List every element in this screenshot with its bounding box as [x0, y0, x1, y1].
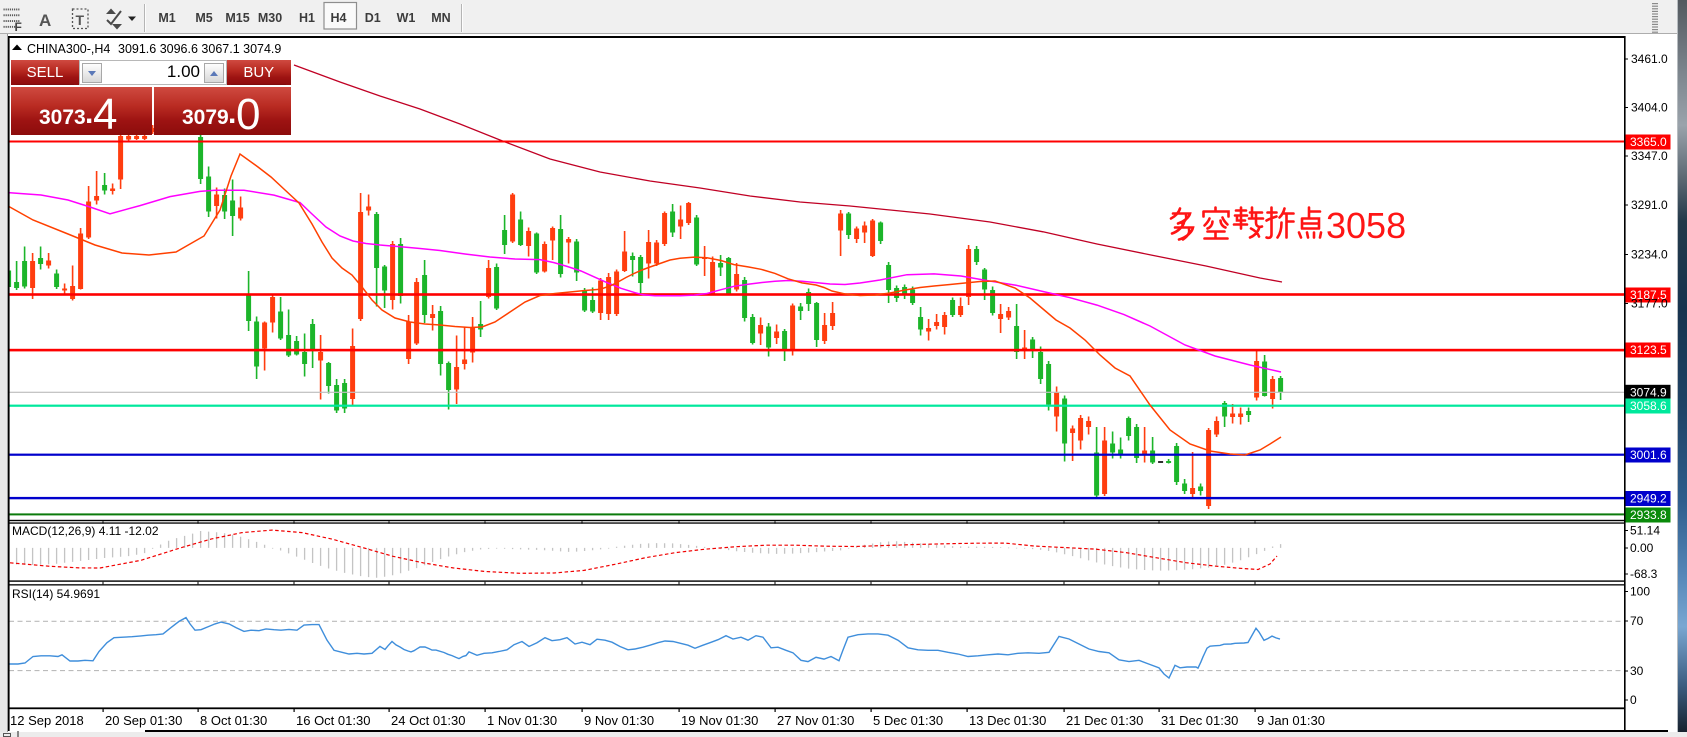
- svg-text:M5: M5: [195, 11, 212, 25]
- svg-text:13 Dec 01:30: 13 Dec 01:30: [969, 713, 1046, 728]
- svg-text:31 Dec 01:30: 31 Dec 01:30: [1161, 713, 1238, 728]
- svg-text:T: T: [76, 12, 85, 28]
- svg-text:3461.0: 3461.0: [1631, 52, 1668, 66]
- svg-text:20 Sep 01:30: 20 Sep 01:30: [105, 713, 182, 728]
- svg-text:MN: MN: [431, 11, 450, 25]
- svg-text:3001.6: 3001.6: [1630, 448, 1667, 462]
- svg-text:A: A: [39, 11, 51, 30]
- svg-text:3123.5: 3123.5: [1630, 343, 1667, 357]
- svg-text:2949.2: 2949.2: [1630, 492, 1667, 506]
- svg-text:3404.0: 3404.0: [1631, 101, 1668, 115]
- svg-text:M1: M1: [158, 11, 175, 25]
- svg-text:3074.9: 3074.9: [1630, 386, 1667, 400]
- svg-text:M30: M30: [258, 11, 282, 25]
- svg-text:16 Oct 01:30: 16 Oct 01:30: [296, 713, 370, 728]
- svg-text:70: 70: [1630, 614, 1644, 628]
- svg-text:3347.0: 3347.0: [1631, 149, 1668, 163]
- svg-text:MACD(12,26,9) 4.11 -12.02: MACD(12,26,9) 4.11 -12.02: [12, 524, 159, 538]
- svg-text:3091.6 3096.6 3067.1 3074.9: 3091.6 3096.6 3067.1 3074.9: [118, 42, 281, 56]
- svg-text:RSI(14) 54.9691: RSI(14) 54.9691: [12, 587, 100, 601]
- svg-text:3187.5: 3187.5: [1630, 288, 1667, 302]
- svg-text:19 Nov 01:30: 19 Nov 01:30: [681, 713, 758, 728]
- svg-text:2933.8: 2933.8: [1630, 508, 1667, 522]
- svg-text:21 Dec 01:30: 21 Dec 01:30: [1066, 713, 1143, 728]
- svg-text:H4: H4: [331, 11, 347, 25]
- svg-text:5 Dec 01:30: 5 Dec 01:30: [873, 713, 943, 728]
- svg-text:3365.0: 3365.0: [1630, 135, 1667, 149]
- svg-text:M15: M15: [225, 11, 249, 25]
- svg-text:100: 100: [1630, 585, 1650, 599]
- svg-text:0.00: 0.00: [1630, 541, 1654, 555]
- svg-text:30: 30: [1630, 664, 1644, 678]
- svg-text:9 Nov 01:30: 9 Nov 01:30: [584, 713, 654, 728]
- svg-text:51.14: 51.14: [1630, 524, 1660, 538]
- svg-text:9 Jan 01:30: 9 Jan 01:30: [1257, 713, 1325, 728]
- svg-text:3177.0: 3177.0: [1631, 297, 1668, 311]
- svg-text:D1: D1: [365, 11, 381, 25]
- svg-text:F: F: [15, 20, 22, 34]
- svg-text:12 Sep 2018: 12 Sep 2018: [10, 713, 84, 728]
- svg-text:CHINA300-,H4: CHINA300-,H4: [27, 42, 110, 56]
- svg-text:27 Nov 01:30: 27 Nov 01:30: [777, 713, 854, 728]
- svg-text:H1: H1: [299, 11, 315, 25]
- svg-text:3291.0: 3291.0: [1631, 198, 1668, 212]
- svg-text:-68.3: -68.3: [1630, 567, 1658, 581]
- svg-text:3234.0: 3234.0: [1631, 248, 1668, 262]
- svg-text:24 Oct 01:30: 24 Oct 01:30: [391, 713, 465, 728]
- svg-text:8 Oct 01:30: 8 Oct 01:30: [200, 713, 267, 728]
- svg-text:3058.6: 3058.6: [1630, 399, 1667, 413]
- svg-text:3058: 3058: [1326, 205, 1406, 246]
- svg-text:0: 0: [1630, 693, 1637, 707]
- svg-text:1 Nov 01:30: 1 Nov 01:30: [487, 713, 557, 728]
- svg-text:W1: W1: [397, 11, 416, 25]
